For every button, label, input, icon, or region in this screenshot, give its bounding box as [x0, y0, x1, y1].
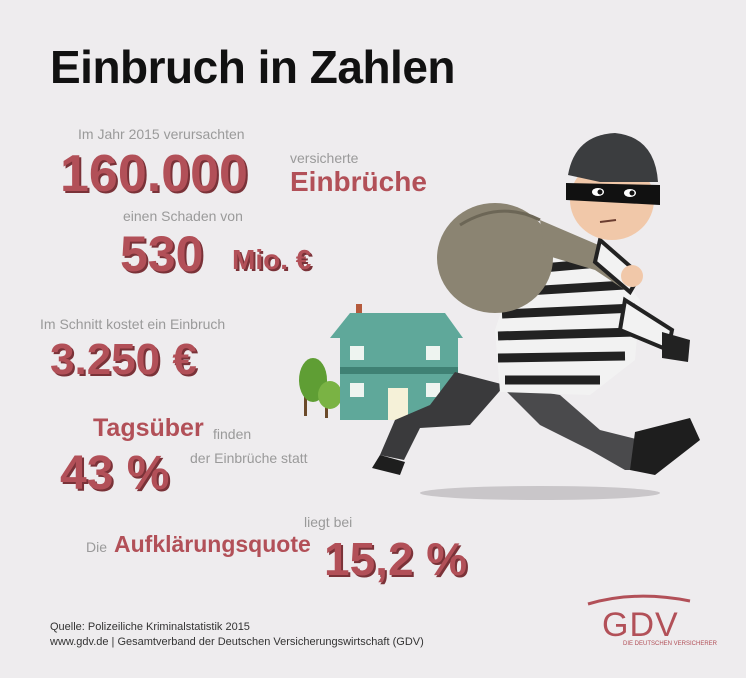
website-line: www.gdv.de | Gesamtverband der Deutschen…: [50, 636, 424, 648]
stat3-value: 3.250 €: [50, 335, 197, 384]
stat2-unit: Mio. €: [232, 244, 312, 275]
stat4-small2: der Einbrüche statt: [190, 450, 308, 466]
tree-icon: [299, 358, 342, 418]
page-title: Einbruch in Zahlen: [50, 41, 456, 93]
stat1-intro: Im Jahr 2015 verursachten: [78, 126, 245, 142]
stat3-intro: Im Schnitt kostet ein Einbruch: [40, 316, 226, 332]
gdv-tagline: DIE DEUTSCHEN VERSICHERER: [623, 641, 718, 647]
source-line: Quelle: Polizeiliche Kriminalstatistik 2…: [50, 621, 250, 633]
stat4-label: Tagsüber: [93, 414, 204, 442]
stat1-label: Einbrüche: [290, 166, 427, 197]
stat4-value: 43 %: [60, 447, 170, 500]
stat4-small1: finden: [213, 426, 252, 442]
gdv-logo: GDV: [602, 606, 679, 644]
logo-arc: [587, 594, 691, 606]
stat1-small: versicherte: [290, 150, 359, 166]
stat5-value: 15,2 %: [324, 533, 468, 585]
stat2-value: 530: [120, 226, 204, 282]
stat2-intro: einen Schaden von: [123, 208, 243, 224]
stat5-pre: Die: [86, 539, 108, 555]
stat5-label: Aufklärungsquote: [114, 531, 311, 557]
stat1-value: 160.000: [60, 145, 248, 203]
stat5-small: liegt bei: [304, 514, 353, 530]
burglar-icon: [372, 133, 700, 475]
ground-shadow: [420, 486, 660, 500]
